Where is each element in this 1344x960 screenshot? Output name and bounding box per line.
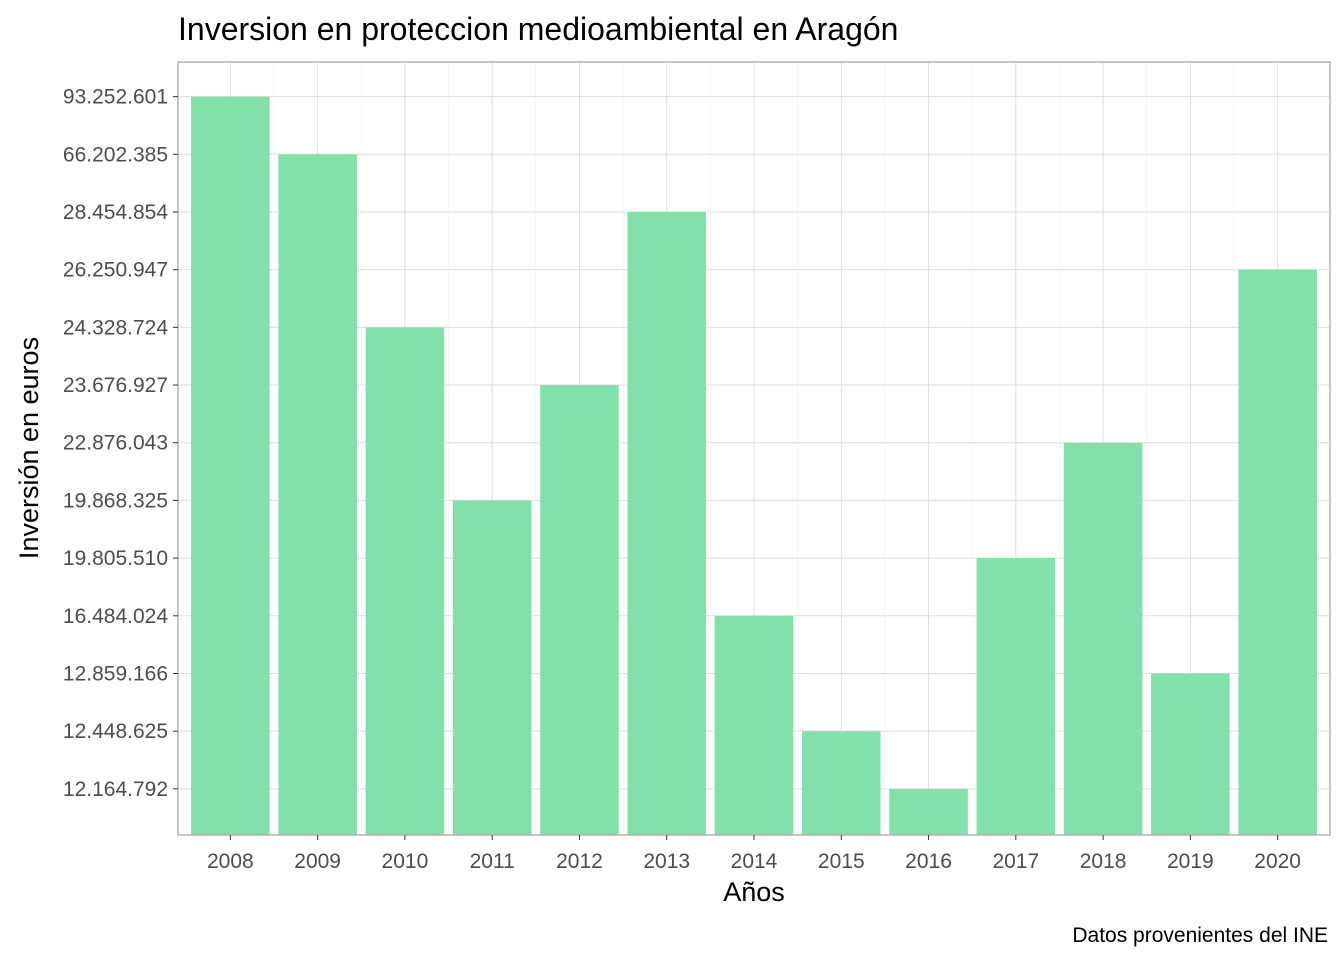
- y-tick-label: 19.805.510: [63, 547, 168, 570]
- bar-2010: 24.328.724: [365, 327, 445, 835]
- bars: 93.252.60166.202.38524.328.72419.868.325…: [191, 96, 1317, 835]
- bar-2018: 22.876.043: [1063, 442, 1143, 835]
- y-tick-label: 19.868.325: [63, 489, 168, 512]
- y-tick-label: 12.164.792: [63, 778, 168, 801]
- y-tick-label: 23.676.927: [63, 374, 168, 397]
- y-tick-label: 16.484.024: [63, 605, 168, 628]
- x-tick-label: 2014: [731, 850, 778, 873]
- y-axis-ticks: 12.164.792 12.448.625 12.859.166 16.484.024…: [63, 86, 178, 801]
- x-tick-label: 2015: [818, 850, 865, 873]
- x-axis-ticks: 2008 2009 2010 2011 2012 2013 2014 2015 2016 2017…: [207, 835, 1301, 873]
- x-tick-label: 2009: [294, 850, 341, 873]
- bar-2011: 19.868.325: [452, 500, 532, 835]
- x-tick-label: 2019: [1167, 850, 1214, 873]
- bar-2013: 28.454.854: [627, 211, 706, 835]
- bar-2015: 12.448.625: [802, 731, 881, 835]
- bar-2009: 66.202.385: [278, 154, 357, 835]
- y-tick-label: 12.859.166: [63, 662, 168, 685]
- bar-2012: 23.676.927: [540, 385, 619, 835]
- y-tick-label: 26.250.947: [63, 259, 168, 282]
- x-tick-label: 2008: [207, 850, 254, 873]
- y-tick-label: 22.876.043: [63, 432, 168, 455]
- chart-caption: Datos provenientes del INE: [1072, 924, 1328, 947]
- x-axis-label: Años: [723, 877, 785, 907]
- x-tick-label: 2013: [643, 850, 690, 873]
- y-axis-label: Inversión en euros: [14, 337, 44, 559]
- bar-2017: 19.805.510: [976, 558, 1056, 835]
- y-tick-label: 93.252.601: [63, 86, 168, 109]
- y-tick-label: 28.454.854: [63, 201, 168, 224]
- x-tick-label: 2016: [905, 850, 952, 873]
- bar-2020: 26.250.947: [1238, 269, 1317, 835]
- x-tick-label: 2017: [992, 850, 1039, 873]
- y-tick-label: 12.448.625: [63, 720, 168, 743]
- x-tick-label: 2011: [470, 850, 515, 873]
- y-tick-label: 66.202.385: [63, 143, 168, 166]
- chart-title: Inversion en proteccion medioambiental e…: [178, 11, 898, 47]
- bar-2016: 12.164.792: [889, 788, 968, 835]
- y-tick-label: 24.328.724: [63, 316, 168, 339]
- bar-2019: 12.859.166: [1151, 673, 1230, 835]
- x-tick-label: 2020: [1254, 850, 1301, 873]
- x-tick-label: 2018: [1080, 850, 1127, 873]
- x-tick-label: 2012: [556, 850, 603, 873]
- bar-2008: 93.252.601: [191, 96, 270, 835]
- bar-2014: 16.484.024: [714, 615, 794, 835]
- x-tick-label: 2010: [382, 850, 429, 873]
